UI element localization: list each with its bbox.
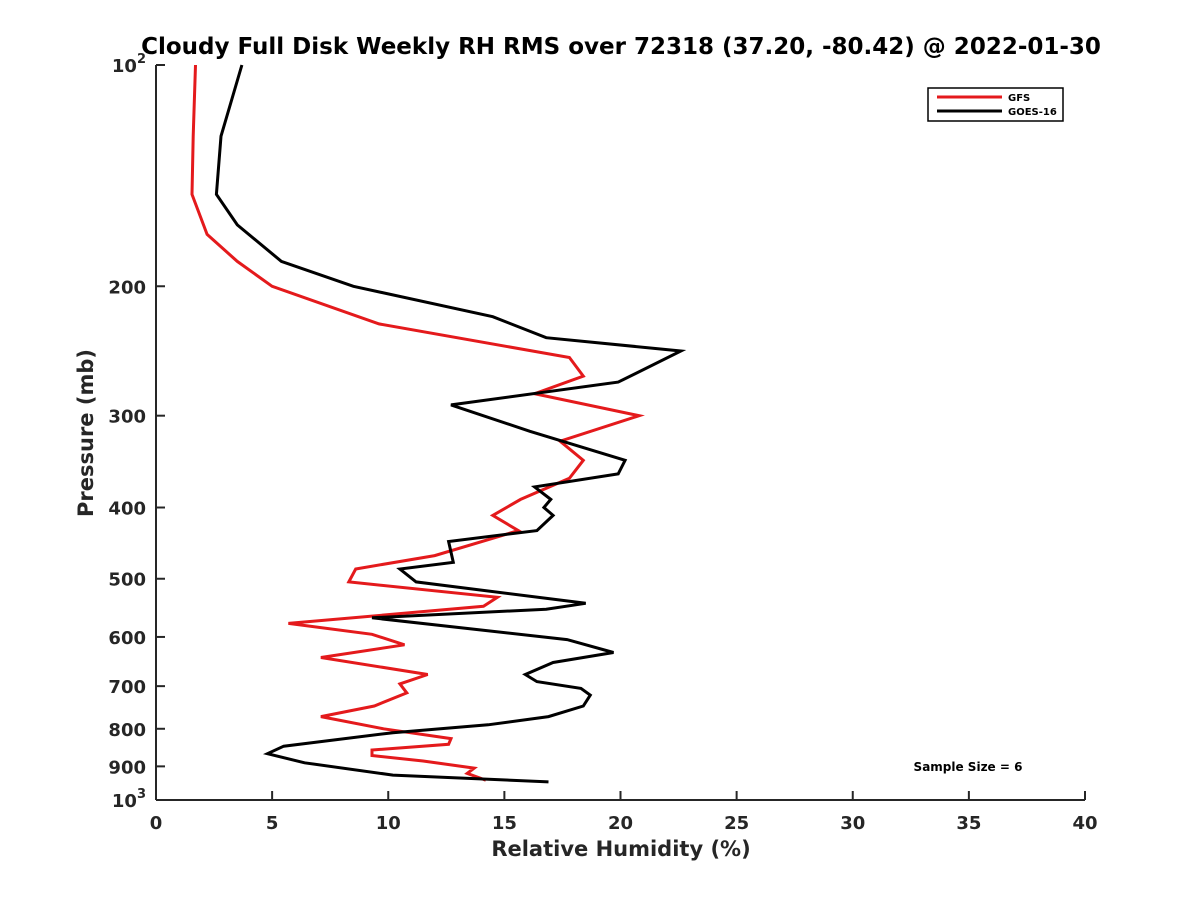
y-tick-label: 102 — [112, 52, 146, 77]
x-tick-label: 5 — [266, 813, 279, 834]
legend-box — [927, 87, 1064, 122]
x-tick-label: 35 — [956, 813, 981, 834]
x-axis-label: Relative Humidity (%) — [491, 837, 750, 861]
x-tick-label: 25 — [724, 813, 749, 834]
legend-label: GFS — [1008, 93, 1030, 104]
legend: GFS GOES-16 — [927, 87, 1064, 122]
y-axis-label: Pressure (mb) — [74, 349, 98, 517]
x-tick-label: 30 — [840, 813, 865, 834]
y-tick-label: 900 — [108, 757, 146, 778]
legend-label: GOES-16 — [1008, 107, 1057, 118]
plot-lines — [190, 64, 687, 784]
y-tick-label: 200 — [108, 277, 146, 298]
axes: 0 5 10 15 20 25 30 35 40 102 200 300 400 500 600 700 800… — [108, 52, 1097, 834]
y-tick-label: 800 — [108, 720, 146, 741]
x-tick-label: 20 — [608, 813, 633, 834]
x-tick-label: 40 — [1072, 813, 1097, 834]
series-line-goes-16 — [214, 64, 687, 784]
x-tick-label: 10 — [376, 813, 401, 834]
y-tick-label: 600 — [108, 628, 146, 649]
x-tick-label: 15 — [492, 813, 517, 834]
sample-size-annotation: Sample Size = 6 — [914, 760, 1023, 774]
series-line-gfs — [190, 64, 645, 782]
y-tick-label: 300 — [108, 407, 146, 428]
chart-title: Cloudy Full Disk Weekly RH RMS over 7231… — [141, 34, 1101, 60]
y-tick-label: 400 — [108, 499, 146, 520]
x-tick-label: 0 — [150, 813, 163, 834]
y-tick-label: 500 — [108, 570, 146, 591]
y-tick-label: 103 — [112, 787, 146, 812]
y-tick-label: 700 — [108, 677, 146, 698]
